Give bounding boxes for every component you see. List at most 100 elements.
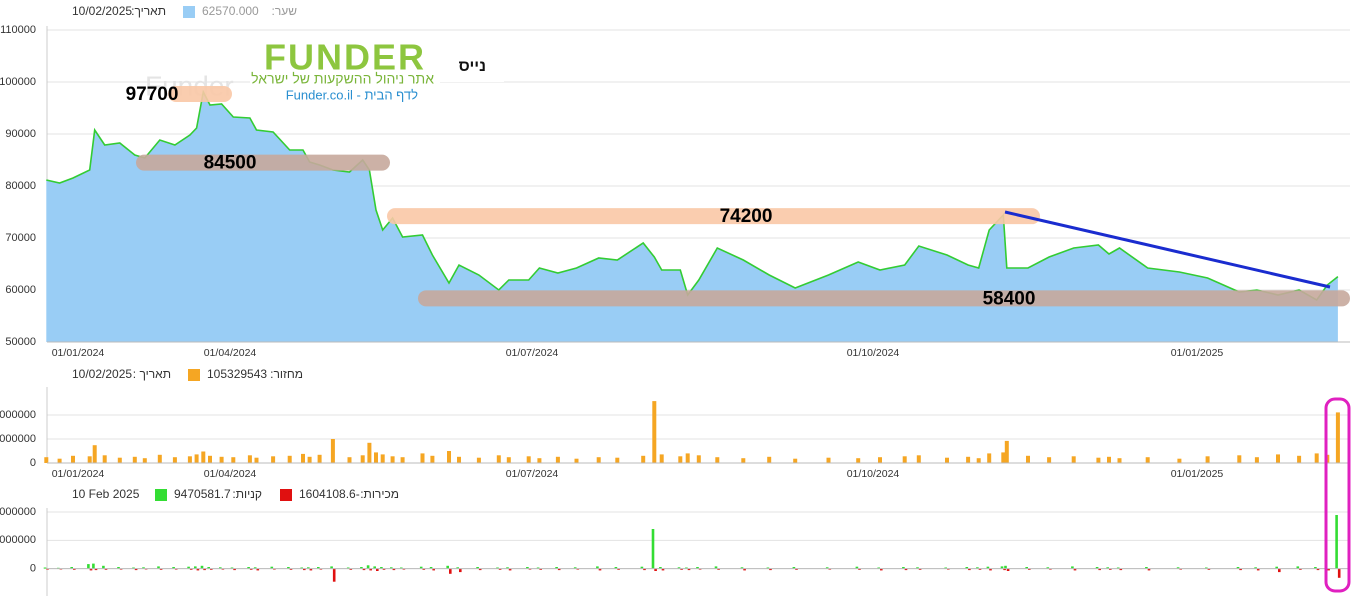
bar	[1119, 568, 1123, 571]
bar	[219, 456, 224, 463]
bar	[422, 568, 426, 570]
logo-link[interactable]: לדף הבית - Funder.co.il	[286, 87, 418, 102]
bar	[1337, 568, 1341, 578]
bar	[966, 456, 971, 463]
bar	[102, 565, 105, 569]
bar	[390, 456, 395, 463]
bar	[360, 455, 365, 463]
bar	[596, 457, 601, 463]
bar	[1116, 567, 1120, 569]
bar	[373, 566, 376, 569]
bar	[159, 568, 163, 570]
level-band	[387, 208, 1040, 225]
bar	[374, 452, 378, 463]
bar	[317, 567, 320, 569]
bar	[557, 568, 561, 571]
bar	[596, 566, 599, 569]
legend-readout: 9470581.7	[174, 487, 231, 501]
bar	[640, 566, 644, 569]
bar	[117, 567, 120, 569]
bar	[945, 457, 949, 463]
bar	[496, 455, 501, 463]
bar	[1109, 568, 1112, 570]
header-date-label: תאריך:	[131, 4, 166, 18]
bar	[247, 455, 252, 463]
bar	[392, 568, 396, 571]
bar	[743, 568, 746, 571]
bar	[615, 457, 620, 463]
x-tick-label: 01/01/2025	[1171, 468, 1224, 480]
bar	[459, 568, 462, 573]
bar	[1047, 457, 1052, 463]
bar	[1117, 458, 1122, 463]
x-tick-label: 01/10/2024	[847, 468, 900, 480]
bar	[330, 566, 333, 569]
bar	[1004, 565, 1007, 569]
header-date: 10/02/2025	[72, 4, 132, 18]
bar	[104, 568, 108, 570]
bar	[157, 454, 162, 463]
bar	[643, 568, 646, 571]
bar	[172, 457, 177, 463]
bar	[740, 567, 744, 569]
bar	[253, 567, 257, 569]
legend-readout: 105329543	[207, 367, 267, 381]
bar	[506, 567, 509, 569]
bar	[976, 567, 979, 569]
bar	[687, 568, 691, 571]
bar	[574, 458, 579, 463]
bar	[230, 567, 234, 569]
bar	[902, 456, 907, 463]
bar	[1176, 567, 1180, 569]
bar	[307, 456, 312, 463]
bar	[249, 568, 253, 570]
bar	[1316, 568, 1320, 571]
bar	[400, 567, 403, 569]
bar	[1073, 568, 1077, 571]
bar	[1296, 566, 1300, 569]
bar	[767, 456, 772, 463]
legend-name: מכירות:	[360, 487, 399, 501]
bar	[87, 564, 90, 569]
bar	[382, 568, 386, 570]
bar	[300, 567, 303, 569]
bar	[390, 567, 393, 569]
bar	[362, 568, 366, 571]
bar	[57, 458, 62, 463]
bar	[741, 458, 746, 463]
bar	[208, 455, 212, 463]
x-tick-label: 01/01/2024	[52, 347, 105, 359]
bar	[526, 567, 529, 569]
bar	[1314, 567, 1317, 569]
bar	[918, 568, 922, 570]
bar	[1254, 457, 1259, 463]
bar	[856, 458, 861, 463]
bar	[1299, 568, 1302, 570]
bar	[944, 567, 947, 569]
bar	[573, 567, 577, 569]
bar	[457, 456, 461, 463]
y-tick-label: 60000	[5, 284, 36, 296]
logo-tagline: אתר ניהול ההשקעות של ישראל	[251, 71, 434, 87]
bar	[189, 568, 193, 570]
bar	[157, 566, 160, 569]
bar	[380, 567, 383, 569]
bar	[478, 568, 482, 571]
bar	[196, 568, 200, 571]
level-label: 58400	[983, 288, 1036, 309]
bar	[1256, 568, 1260, 571]
bar	[614, 567, 618, 569]
bar	[696, 567, 699, 569]
bar	[330, 439, 335, 463]
y-tick-label: 90000	[5, 128, 36, 140]
bar	[696, 455, 701, 463]
bar	[301, 453, 305, 463]
bar	[793, 458, 798, 463]
bar	[1297, 455, 1302, 463]
bar	[855, 566, 859, 569]
bar	[254, 457, 259, 463]
bar	[1095, 567, 1099, 569]
bar	[987, 453, 992, 463]
bar	[1276, 454, 1280, 463]
